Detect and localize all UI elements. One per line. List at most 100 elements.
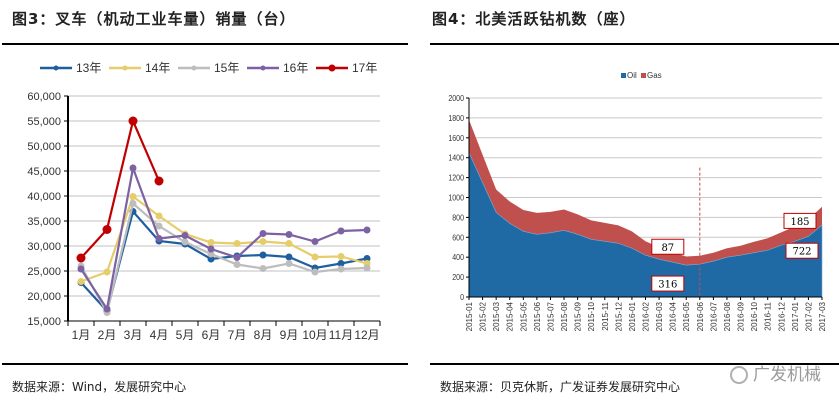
x-tick-label: 8月 [254, 328, 273, 342]
x-tick-label: 2015-05 [519, 301, 528, 331]
x-tick-label: 2016-10 [750, 301, 759, 331]
data-point [102, 225, 112, 234]
y-tick-label: 1400 [448, 153, 464, 163]
data-point [207, 255, 215, 263]
data-point [363, 264, 371, 272]
x-tick-label: 10月 [302, 328, 327, 342]
x-tick-label: 2016-05 [682, 301, 691, 331]
data-point [259, 238, 267, 245]
x-tick-label: 2016-08 [723, 301, 732, 331]
data-point [207, 250, 215, 258]
data-point [207, 239, 215, 246]
series-14年 [77, 193, 371, 285]
series-13年 [77, 208, 371, 315]
data-point [259, 265, 267, 272]
oil-area [468, 152, 823, 298]
annotation-label: 722 [785, 242, 819, 259]
data-point [363, 226, 371, 234]
figure-4-title: 图4：北美活跃钻机数（座） [432, 10, 636, 28]
legend-label: 15年 [214, 61, 239, 75]
x-tick-label: 2015-12 [614, 301, 623, 331]
watermark: 广发机械 [730, 360, 821, 385]
y-tick-label: 30,000 [27, 241, 61, 253]
x-tick-label: 6月 [202, 328, 221, 342]
y-tick-label: 200 [452, 273, 464, 283]
x-tick-label: 9月 [280, 328, 299, 342]
x-tick-label: 2015-08 [560, 301, 569, 331]
annotation-label: 316 [651, 275, 685, 292]
data-point [285, 240, 293, 247]
x-tick-label: 2015-07 [546, 301, 555, 331]
rig-count-panel: 图4：北美活跃钻机数（座） 0 200 400 600 800 1000 1200 1400 1… [420, 0, 839, 405]
x-tick-label: 3月 [124, 328, 143, 342]
y-tick-label: 2000 [448, 94, 464, 104]
y-tick-label: 1000 [448, 193, 464, 203]
legend-marker [328, 64, 336, 72]
annotation-box [783, 212, 817, 229]
data-source-note: 数据来源：Wind，发展研究中心 [12, 380, 187, 394]
y-tick-label: 1800 [448, 113, 464, 123]
data-point [337, 253, 345, 260]
data-point [129, 193, 137, 200]
legend-item: 13年 [40, 61, 101, 75]
annotation-value: 185 [790, 217, 809, 228]
legend-label: 13年 [76, 61, 101, 75]
x-tick-label: 2017-03 [818, 301, 827, 331]
y-tick-label: 800 [452, 213, 464, 223]
x-tick-label: 2015-01 [465, 301, 474, 331]
data-point [363, 255, 371, 262]
x-tick-label: 2016-07 [709, 301, 718, 331]
x-tick-label: 2016-01 [628, 301, 637, 331]
legend-item: 15年 [178, 61, 239, 75]
y-tick-label: 1200 [448, 173, 464, 183]
data-point [181, 238, 189, 246]
data-point [207, 245, 215, 253]
title-divider [2, 43, 408, 45]
data-point [285, 253, 293, 261]
x-tick-label: 2017-01 [791, 301, 800, 331]
series-line [80, 163, 368, 312]
x-tick-label: 2015-04 [506, 301, 515, 331]
x-tick-label: 2016-04 [669, 301, 678, 331]
x-tick-label: 5月 [176, 328, 195, 342]
data-point [259, 251, 267, 259]
series-15年 [77, 200, 371, 316]
y-tick-label: 60,000 [27, 91, 61, 103]
legend-marker [260, 65, 266, 71]
x-tick-label: 11月 [329, 328, 353, 342]
x-tick-label: 4月 [150, 328, 169, 342]
legend-marker [53, 65, 59, 71]
y-tick-label: 45,000 [27, 166, 61, 178]
data-point [103, 268, 111, 276]
series-line [80, 117, 161, 259]
data-point [311, 268, 319, 276]
legend-item: 17年 [316, 61, 377, 75]
series-17年 [76, 116, 164, 263]
series-line [80, 209, 368, 314]
source-divider [430, 363, 839, 365]
data-point [233, 261, 241, 268]
data-point [155, 222, 163, 230]
y-tick-label: 55,000 [27, 116, 61, 128]
annotation-label: 87 [651, 238, 685, 255]
data-point [337, 265, 345, 273]
x-tick-label: 1月 [72, 328, 91, 342]
x-tick-label: 2017-02 [804, 301, 813, 331]
annotation-value: 722 [792, 247, 811, 258]
legend-marker [191, 65, 197, 71]
data-point [154, 176, 164, 186]
x-tick-label: 2015-03 [492, 301, 501, 331]
legend-label-oil: Oil [627, 71, 637, 80]
annotation-label: 185 [783, 212, 817, 229]
y-tick-label: 35,000 [27, 216, 61, 228]
x-tick-label: 7月 [228, 328, 247, 342]
forklift-sales-panel: 图3：叉车（机动工业车量）销量（台） 15,000 20,000 25,000 30,… [2, 10, 408, 394]
watermark-text: 广发机械 [753, 365, 821, 385]
legend-label: 16年 [283, 61, 308, 75]
x-tick-label: 2016-06 [696, 301, 705, 331]
y-tick-label: 25,000 [27, 266, 61, 278]
data-point [233, 254, 241, 261]
y-tick-label: 1600 [448, 133, 464, 143]
y-tick-label: 600 [452, 233, 464, 243]
annotation-value: 316 [658, 280, 677, 291]
